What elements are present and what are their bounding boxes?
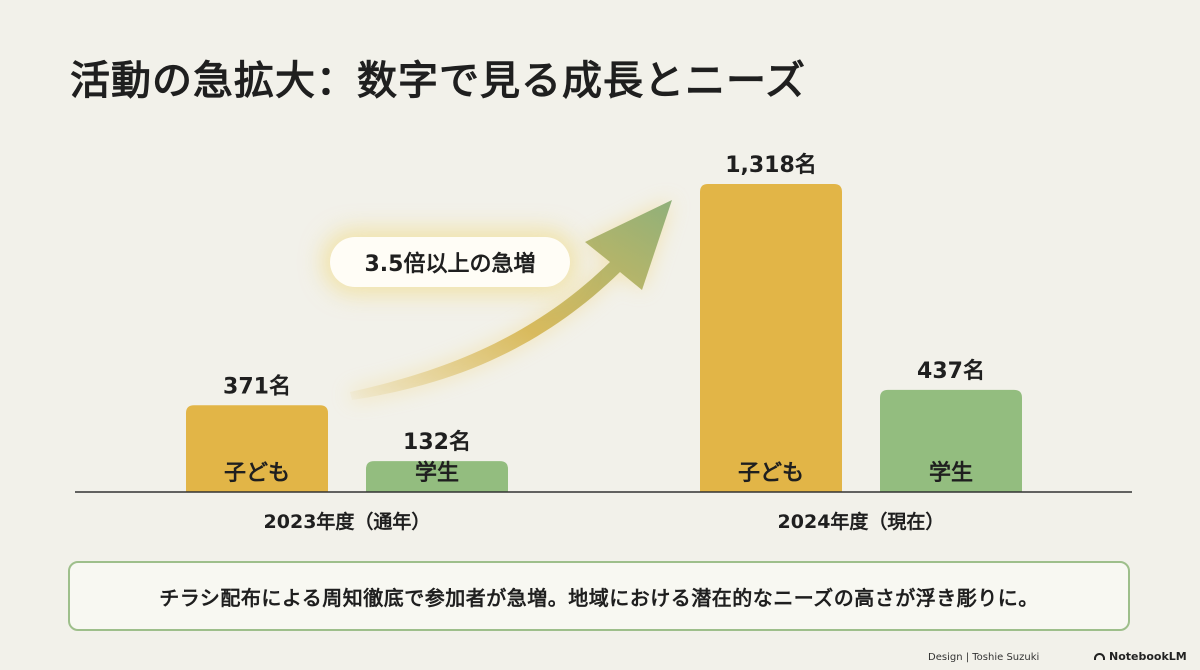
brand-logo: NotebookLM [1094, 650, 1187, 663]
growth-arrow [350, 200, 672, 400]
growth-callout: 3.5倍以上の急増 [330, 237, 570, 287]
data-label: 1,318名 [725, 152, 817, 178]
category-label: 2024年度（現在） [778, 510, 945, 533]
brand-name: NotebookLM [1109, 650, 1187, 663]
series-label: 学生 [415, 460, 459, 486]
notebook-icon [1094, 653, 1105, 660]
data-label: 371名 [223, 373, 291, 399]
summary-note-text: チラシ配布による周知徹底で参加者が急増。地域における潜在的なニーズの高さが浮き彫… [159, 585, 1039, 610]
data-label: 132名 [403, 429, 471, 455]
bar-chart: 371名子ども132名学生2023年度（通年）1,318名子ども437名学生20… [75, 152, 1132, 533]
design-credit: Design | Toshie Suzuki [928, 652, 1040, 663]
summary-note: チラシ配布による周知徹底で参加者が急増。地域における潜在的なニーズの高さが浮き彫… [68, 561, 1130, 631]
series-label: 学生 [929, 460, 973, 486]
series-label: 子ども [224, 461, 290, 486]
bar [880, 389, 1022, 492]
category-label: 2023年度（通年） [264, 510, 431, 533]
page-title: 活動の急拡大：数字で見る成長とニーズ [70, 58, 806, 104]
bar [700, 184, 842, 492]
bar [186, 405, 328, 492]
bar [366, 461, 508, 492]
data-label: 437名 [917, 358, 985, 384]
series-label: 子ども [738, 461, 804, 486]
